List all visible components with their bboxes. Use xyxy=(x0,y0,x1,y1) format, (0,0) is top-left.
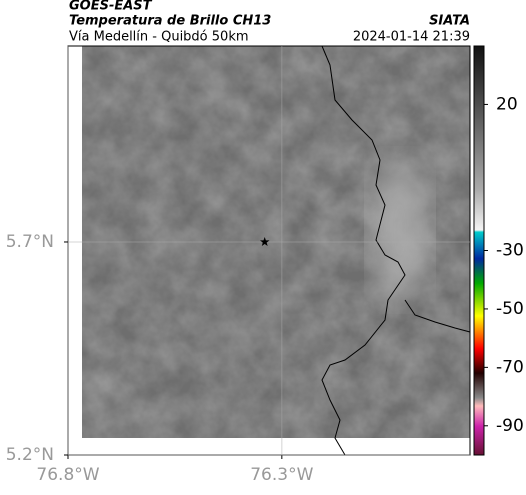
location-marker xyxy=(260,237,270,246)
subtitle: Temperatura de Brillo CH13 xyxy=(69,14,271,29)
colorbar-tick-label: -50 xyxy=(496,299,524,319)
colorbar-tick-label: 20 xyxy=(496,94,518,114)
x-tick-label: 76.3°W xyxy=(250,465,313,485)
x-tick-label: 76.8°W xyxy=(36,465,99,485)
colorbar-tick-label: -70 xyxy=(496,357,524,377)
source: SIATA xyxy=(429,14,470,29)
bright-area xyxy=(370,160,430,300)
border xyxy=(404,299,471,333)
y-tick-label: 5.7°N xyxy=(6,232,54,252)
title: GOES-EAST xyxy=(69,0,153,14)
colorbar-tick-label: -30 xyxy=(496,241,524,261)
region: Vía Medellín - Quibdó 50km xyxy=(69,30,249,45)
border xyxy=(321,45,406,456)
colorbar-tick-label: -90 xyxy=(496,416,524,436)
colorbar xyxy=(473,45,485,456)
timestamp: 2024-01-14 21:39 xyxy=(353,30,470,45)
y-tick-label: 5.2°N xyxy=(6,445,54,465)
